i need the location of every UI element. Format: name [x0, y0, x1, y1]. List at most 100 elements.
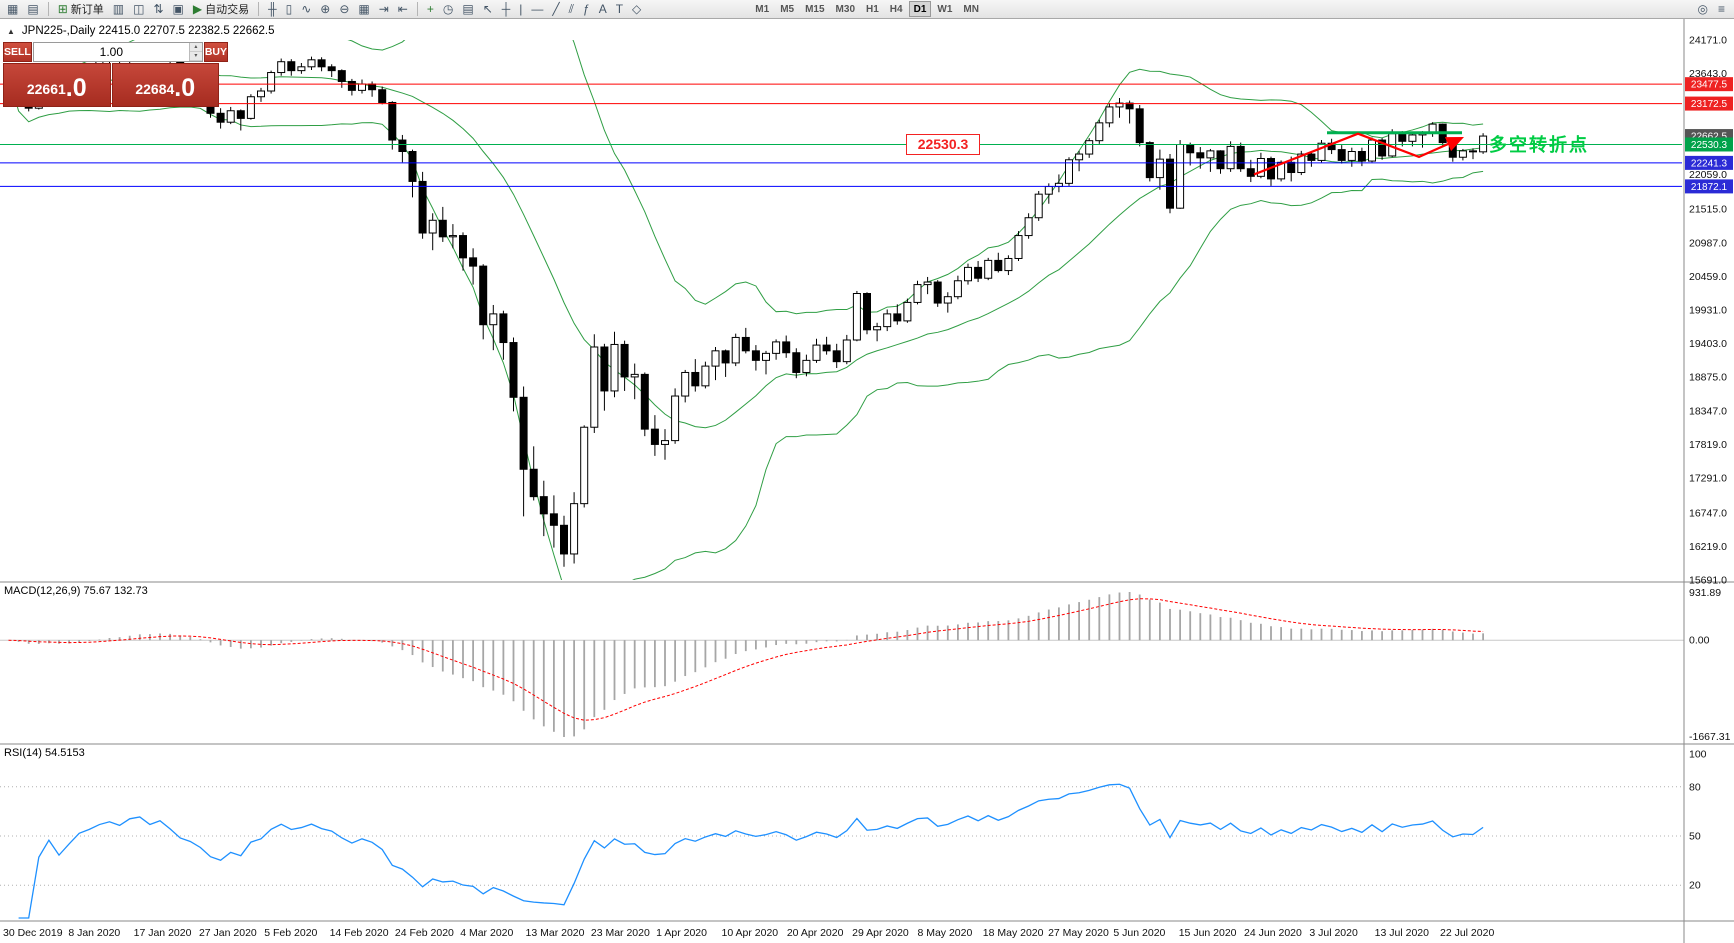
candle[interactable] — [428, 219, 437, 234]
candle[interactable] — [277, 61, 286, 74]
candle[interactable] — [741, 336, 750, 352]
line-chart-mode-icon-button[interactable]: ∿ — [297, 1, 315, 18]
candle[interactable] — [418, 180, 427, 234]
candle[interactable] — [762, 352, 770, 361]
candle[interactable] — [1428, 123, 1437, 133]
vertical-line-tool-icon-button[interactable]: | — [515, 1, 526, 18]
candle[interactable] — [802, 359, 811, 373]
candle[interactable] — [731, 336, 740, 364]
buy-price-tile[interactable]: 22684.0 — [111, 63, 219, 107]
candle[interactable] — [590, 346, 599, 428]
bar-chart-mode-icon-button[interactable]: ╫ — [264, 1, 281, 18]
new-order-button[interactable]: ⊞ 新订单 — [54, 1, 108, 18]
candle[interactable] — [893, 313, 902, 322]
candle[interactable] — [1408, 134, 1417, 142]
candle[interactable] — [1166, 158, 1174, 209]
profiles-icon-button[interactable]: ▤ — [23, 1, 42, 18]
candle[interactable] — [519, 396, 528, 470]
candle[interactable] — [226, 110, 235, 123]
new-chart-icon-button[interactable]: ▦ — [3, 1, 22, 18]
candle[interactable] — [863, 293, 871, 331]
candle[interactable] — [337, 70, 346, 82]
candle[interactable] — [600, 346, 609, 392]
auto-trading-button[interactable]: ▶ 自动交易 — [189, 1, 253, 18]
candle[interactable] — [408, 151, 417, 182]
candle[interactable] — [1226, 145, 1235, 170]
candle[interactable] — [681, 371, 690, 397]
templates-icon-button[interactable]: ▤ — [458, 1, 477, 18]
candle[interactable] — [570, 503, 579, 555]
candle[interactable] — [1378, 139, 1387, 157]
candle[interactable] — [1044, 186, 1053, 195]
candle[interactable] — [1206, 150, 1215, 159]
candle[interactable] — [943, 296, 952, 304]
price-chart-canvas[interactable]: 931.89 0.00 -1667.31 100 80 50 20 24171.0 2364… — [0, 19, 1734, 943]
candle[interactable] — [610, 343, 619, 392]
crosshair-tool-icon-button[interactable]: ┼ — [498, 1, 515, 18]
timeframe-m5[interactable]: M5 — [780, 4, 795, 15]
candle[interactable] — [671, 395, 680, 442]
candle[interactable] — [388, 101, 397, 141]
navigator-icon-button[interactable]: ⇅ — [149, 1, 167, 18]
search-icon-button[interactable]: ◎ — [1694, 1, 1712, 18]
terminal-icon-button[interactable]: ▣ — [169, 1, 188, 18]
candle[interactable] — [1287, 161, 1296, 174]
fibonacci-tool-icon-button[interactable]: ƒ — [579, 1, 594, 18]
volume-up-button[interactable]: ▴ — [189, 43, 202, 52]
candle[interactable] — [1236, 145, 1245, 170]
candle[interactable] — [630, 373, 639, 378]
candle[interactable] — [1095, 122, 1104, 142]
candle[interactable] — [923, 281, 932, 286]
candle[interactable] — [580, 426, 589, 505]
indicators-icon-button[interactable]: + — [423, 1, 438, 18]
candle[interactable] — [1469, 150, 1477, 153]
buy-button[interactable]: BUY — [203, 42, 229, 62]
cursor-tool-icon-button[interactable]: ↖ — [479, 1, 497, 18]
candle[interactable] — [327, 66, 336, 72]
candle[interactable] — [661, 440, 669, 445]
candle[interactable] — [832, 350, 841, 363]
candle[interactable] — [812, 344, 821, 361]
candle[interactable] — [358, 83, 366, 91]
candle[interactable] — [933, 281, 942, 304]
candle[interactable] — [883, 313, 892, 328]
candle[interactable] — [307, 59, 316, 68]
candle[interactable] — [267, 72, 276, 92]
candle[interactable] — [549, 513, 558, 526]
candle[interactable] — [1307, 153, 1316, 161]
candle[interactable] — [1347, 151, 1356, 161]
candle[interactable] — [852, 293, 861, 341]
candle[interactable] — [994, 259, 1003, 272]
zigzag-arrow-object[interactable] — [1253, 132, 1465, 176]
candle[interactable] — [1216, 150, 1225, 170]
candle[interactable] — [317, 59, 326, 68]
timeframe-w1[interactable]: W1 — [937, 4, 953, 15]
candle[interactable] — [964, 266, 972, 282]
candle[interactable] — [368, 83, 377, 91]
candle[interactable] — [984, 259, 993, 279]
candle[interactable] — [1014, 235, 1023, 259]
candle[interactable] — [1155, 158, 1164, 179]
candlesticks[interactable] — [4, 43, 1488, 567]
timeframe-mn[interactable]: MN — [963, 4, 979, 15]
candle[interactable] — [539, 496, 548, 515]
candle[interactable] — [913, 284, 922, 303]
candle[interactable] — [721, 350, 730, 364]
candle[interactable] — [873, 326, 882, 331]
axes[interactable]: 24171.0 23643.0 22059.0 21515.0 20987.0 20459… — [0, 19, 1734, 943]
candle[interactable] — [469, 257, 478, 267]
candle[interactable] — [782, 341, 791, 354]
chart-objects[interactable] — [0, 83, 1682, 187]
auto-scroll-icon-button[interactable]: ⇥ — [375, 1, 393, 18]
periods-icon-button[interactable]: ◷ — [439, 1, 457, 18]
candle[interactable] — [650, 428, 659, 445]
candle[interactable] — [792, 352, 801, 373]
candle[interactable] — [1398, 133, 1407, 142]
candle[interactable] — [489, 313, 498, 326]
candle[interactable] — [1024, 217, 1033, 237]
timeframe-h1[interactable]: H1 — [866, 4, 879, 15]
candle[interactable] — [448, 235, 457, 238]
channel-tool-icon-button[interactable]: ⫽ — [565, 1, 578, 18]
candle[interactable] — [691, 371, 700, 387]
chinese-annotation[interactable]: 多空转折点 — [1489, 135, 1589, 155]
